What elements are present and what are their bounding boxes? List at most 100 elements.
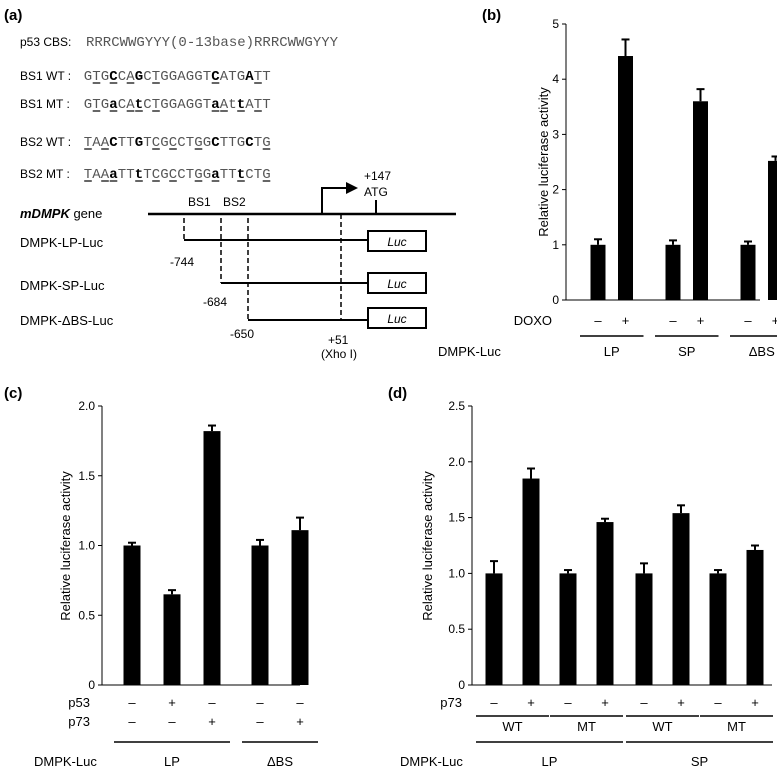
sequence-letter: A: [101, 135, 110, 151]
seq-label-bs2-wt: BS2 WT :: [20, 135, 71, 149]
treatment-mark: –: [168, 714, 176, 729]
treatment-mark: +: [622, 313, 630, 328]
bar: [485, 573, 503, 685]
y-tick-label: 1.5: [448, 511, 465, 525]
bar: [665, 244, 681, 300]
sequence-letter: T: [126, 135, 134, 151]
sequence-letter: T: [118, 135, 126, 151]
sequence-letter: G: [84, 97, 92, 113]
seq-label-bs1-mt: BS1 MT :: [20, 97, 70, 111]
sequence-letter: T: [143, 167, 151, 183]
sequence-letter: t: [135, 97, 143, 113]
construct-dbs-label: DMPK-ΔBS-Luc: [20, 313, 114, 328]
bar: [768, 160, 777, 300]
y-tick-label: 0: [458, 678, 465, 692]
bs2-label: BS2: [223, 195, 246, 209]
sequence-letter: C: [152, 167, 160, 183]
sequence-letter: T: [262, 69, 270, 85]
group-label: LP: [542, 754, 558, 769]
treatment-mark: –: [296, 695, 304, 710]
sequence-letter: A: [101, 167, 110, 183]
row-label: p53: [68, 695, 90, 710]
group-label: SP: [678, 344, 695, 359]
sequence-letter: G: [169, 69, 177, 85]
treatment-mark: –: [564, 695, 572, 710]
treatment-mark: –: [594, 313, 602, 328]
sequence-letter: G: [186, 97, 194, 113]
y-tick-label: 1.5: [78, 469, 95, 483]
sequence-letter: C: [118, 69, 126, 85]
bs1-label: BS1: [188, 195, 211, 209]
group-label: ΔBS: [267, 754, 293, 769]
sequence-letter: T: [143, 135, 151, 151]
group-row-label: DMPK-Luc: [400, 754, 463, 769]
sequence-letter: G: [135, 135, 143, 151]
group-label: ΔBS: [749, 344, 775, 359]
sequence-letter: C: [152, 135, 160, 151]
sequence-letter: C: [177, 135, 185, 151]
sequence-letter: t: [135, 167, 143, 183]
sequence-letter: C: [177, 167, 185, 183]
treatment-mark: +: [527, 695, 535, 710]
y-tick-label: 2.0: [78, 399, 95, 413]
bar: [251, 545, 269, 685]
sequence-letter: G: [186, 69, 194, 85]
subgroup-label: MT: [577, 719, 596, 734]
group-label: SP: [691, 754, 708, 769]
chart-b: 0 1 2 3 4 5 Relative luciferase activity DOXO – +…: [438, 17, 777, 359]
row-label: p73: [440, 695, 462, 710]
tss-arrow: [321, 187, 348, 214]
sequence-letter: A: [245, 69, 254, 85]
bar: [709, 573, 727, 685]
sequence-letter: G: [237, 69, 245, 85]
sequence-letter: C: [109, 135, 118, 151]
bar: [746, 549, 764, 685]
sequence-letter: T: [92, 69, 100, 85]
sequence-letter: a: [211, 167, 220, 183]
gene-word: gene: [70, 206, 103, 221]
construct-lp-start: -744: [170, 255, 194, 269]
panel-b-label: (b): [482, 7, 501, 24]
sequence-letter: G: [160, 167, 168, 183]
sequence-letter: T: [152, 97, 160, 113]
sequence-letter: T: [254, 69, 262, 85]
y-tick-label: 4: [552, 72, 559, 86]
treatment-mark: –: [744, 313, 752, 328]
sequence-letter: A: [92, 167, 101, 183]
sequence-letter: T: [228, 69, 236, 85]
y-tick-label: 1.0: [78, 539, 95, 553]
sequence-letter: C: [143, 69, 151, 85]
y-tick-label: 0: [88, 678, 95, 692]
construct-sp-label: DMPK-SP-Luc: [20, 278, 105, 293]
sequence-letter: C: [245, 135, 254, 151]
sequence-letter: T: [228, 135, 236, 151]
treatment-mark: –: [714, 695, 722, 710]
row-label: p73: [68, 714, 90, 729]
sequence-letter: T: [254, 167, 262, 183]
sequence-letter: G: [101, 97, 109, 113]
subgroup-label: WT: [502, 719, 522, 734]
treatment-mark: +: [208, 714, 216, 729]
treatment-mark: –: [256, 714, 264, 729]
luc-box-dbs: [367, 307, 427, 329]
luc-label-lp: Luc: [387, 235, 406, 249]
luc-box-sp: [367, 272, 427, 294]
sequence-letter: G: [135, 69, 143, 85]
bar: [672, 513, 690, 685]
cbs-label: p53 CBS:: [20, 35, 71, 49]
sequence-letter: G: [237, 135, 245, 151]
treatment-mark: –: [208, 695, 216, 710]
sequence-letter: T: [118, 167, 126, 183]
sequence-letter: a: [211, 97, 220, 113]
sequence-letter: A: [220, 69, 229, 85]
gene-label: mDMPK gene: [20, 206, 102, 221]
bar: [291, 530, 309, 685]
sequence-letter: T: [262, 97, 270, 113]
bar: [559, 573, 577, 685]
bar: [522, 478, 540, 685]
panel-d-label: (d): [388, 385, 407, 402]
bar: [203, 431, 221, 685]
sequence-letter: G: [262, 135, 270, 151]
group-label: LP: [164, 754, 180, 769]
bar: [635, 573, 653, 685]
